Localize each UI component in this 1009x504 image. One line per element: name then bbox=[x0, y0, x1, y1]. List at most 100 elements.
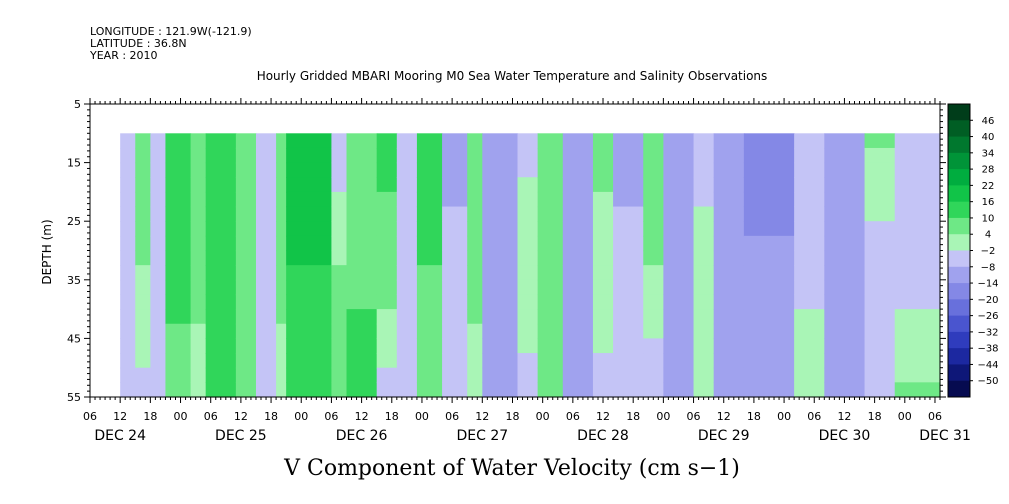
heatmap-cell bbox=[120, 162, 136, 178]
heatmap-cell bbox=[824, 191, 866, 208]
heatmap-cell bbox=[396, 235, 418, 252]
heatmap-cell bbox=[713, 353, 745, 369]
heatmap-cell bbox=[894, 221, 941, 237]
heatmap-cell bbox=[396, 265, 418, 281]
heatmap-cell bbox=[613, 382, 644, 398]
heatmap-cell bbox=[205, 191, 237, 208]
latitude-label: LATITUDE : 36.8N bbox=[90, 37, 187, 50]
heatmap-cell bbox=[613, 265, 644, 281]
heatmap-cell bbox=[165, 367, 192, 383]
heatmap-cell bbox=[396, 294, 418, 310]
colorbar-label: 28 bbox=[982, 165, 995, 176]
heatmap-cell bbox=[331, 353, 348, 369]
heatmap-cell bbox=[346, 265, 378, 281]
heatmap-cell bbox=[205, 221, 237, 237]
heatmap-cell bbox=[794, 206, 825, 222]
heatmap-cell bbox=[562, 382, 594, 398]
heatmap-cell bbox=[824, 265, 866, 281]
heatmap-cell bbox=[150, 221, 167, 237]
heatmap-cell bbox=[120, 367, 136, 383]
heatmap-cell bbox=[713, 191, 745, 208]
date-tick-label: DEC 28 bbox=[577, 428, 629, 444]
heatmap-cell bbox=[613, 235, 644, 252]
heatmap-cell bbox=[376, 206, 398, 222]
heatmap-cell bbox=[824, 353, 866, 369]
heatmap-cell bbox=[643, 206, 664, 222]
axis-ticks bbox=[84, 98, 946, 403]
heatmap-cell bbox=[165, 250, 192, 266]
heatmap-cell bbox=[467, 353, 483, 369]
colorbar-swatch bbox=[948, 104, 970, 121]
heatmap-cell bbox=[482, 133, 519, 149]
heatmap-cell bbox=[517, 382, 539, 398]
heatmap-cell bbox=[235, 191, 257, 208]
hour-tick-labels: 06 12 18 00 06 12 18 00 06 12 18 00 06 12 18 00 06 12 18 00… bbox=[83, 410, 942, 423]
heatmap-cell bbox=[482, 177, 519, 193]
heatmap-cell bbox=[165, 162, 192, 178]
heatmap-cell bbox=[824, 250, 866, 266]
heatmap-cell bbox=[235, 353, 257, 369]
heatmap-cell bbox=[442, 309, 468, 325]
heatmap-cell bbox=[894, 338, 941, 354]
heatmap-cell bbox=[864, 279, 896, 296]
heatmap-cell bbox=[794, 191, 825, 208]
heatmap-cell bbox=[235, 206, 257, 222]
heatmap-cell bbox=[286, 338, 333, 354]
heatmap-cell bbox=[537, 250, 564, 266]
heatmap-cell bbox=[894, 294, 941, 310]
heatmap-cell bbox=[894, 279, 941, 296]
heatmap-cell bbox=[165, 191, 192, 208]
heatmap-cell bbox=[150, 191, 167, 208]
heatmap-cell bbox=[286, 367, 333, 383]
heatmap-cell bbox=[613, 250, 644, 266]
y-tick-label: 25 bbox=[67, 215, 81, 228]
heatmap-cell bbox=[663, 367, 695, 383]
heatmap-cell bbox=[396, 177, 418, 193]
heatmap-cell bbox=[537, 162, 564, 178]
heatmap-cell bbox=[255, 206, 277, 222]
heatmap-cell bbox=[894, 191, 941, 208]
heatmap-cell bbox=[824, 221, 866, 237]
heatmap-cell bbox=[120, 279, 136, 296]
heatmap-cell bbox=[150, 177, 167, 193]
heatmap-cell bbox=[416, 309, 443, 325]
heatmap-cell bbox=[864, 133, 896, 149]
longitude-label: LONGITUDE : 121.9W(-121.9) bbox=[90, 25, 252, 38]
heatmap-cell bbox=[255, 177, 277, 193]
heatmap-cell bbox=[643, 367, 664, 383]
colorbar-label: −32 bbox=[977, 327, 998, 338]
heatmap-cell bbox=[190, 221, 207, 237]
heatmap-cell bbox=[713, 265, 745, 281]
heatmap-cell bbox=[537, 133, 564, 149]
heatmap-cell bbox=[794, 265, 825, 281]
heatmap-cell bbox=[346, 133, 378, 149]
heatmap-cell bbox=[276, 323, 287, 339]
heatmap-cell bbox=[894, 177, 941, 193]
hour-tick-label: 18 bbox=[626, 410, 640, 423]
heatmap-cell bbox=[331, 294, 348, 310]
colorbar-swatch bbox=[948, 266, 970, 284]
heatmap-cell bbox=[663, 221, 695, 237]
colorbar-label: −8 bbox=[981, 262, 996, 273]
heatmap-cell bbox=[255, 147, 277, 164]
heatmap-cell bbox=[286, 177, 333, 193]
heatmap-cell bbox=[894, 250, 941, 266]
heatmap-cell bbox=[467, 250, 483, 266]
colorbar-label: −50 bbox=[977, 376, 998, 387]
heatmap-cell bbox=[165, 221, 192, 237]
heatmap-cell bbox=[396, 221, 418, 237]
date-tick-label: DEC 29 bbox=[698, 428, 750, 444]
heatmap-cell bbox=[396, 191, 418, 208]
colorbar-label: −2 bbox=[981, 246, 996, 257]
x-axis-label: V Component of Water Velocity (cm s−1) bbox=[283, 456, 740, 481]
heatmap-cell bbox=[120, 294, 136, 310]
heatmap-cell bbox=[135, 250, 151, 266]
heatmap-cell bbox=[613, 162, 644, 178]
heatmap-cell bbox=[190, 191, 207, 208]
heatmap-cell bbox=[562, 265, 594, 281]
heatmap-cell bbox=[135, 294, 151, 310]
heatmap-cell bbox=[693, 294, 715, 310]
heatmap-cell bbox=[346, 279, 378, 296]
heatmap-cell bbox=[592, 279, 614, 296]
heatmap-cell bbox=[743, 221, 795, 237]
